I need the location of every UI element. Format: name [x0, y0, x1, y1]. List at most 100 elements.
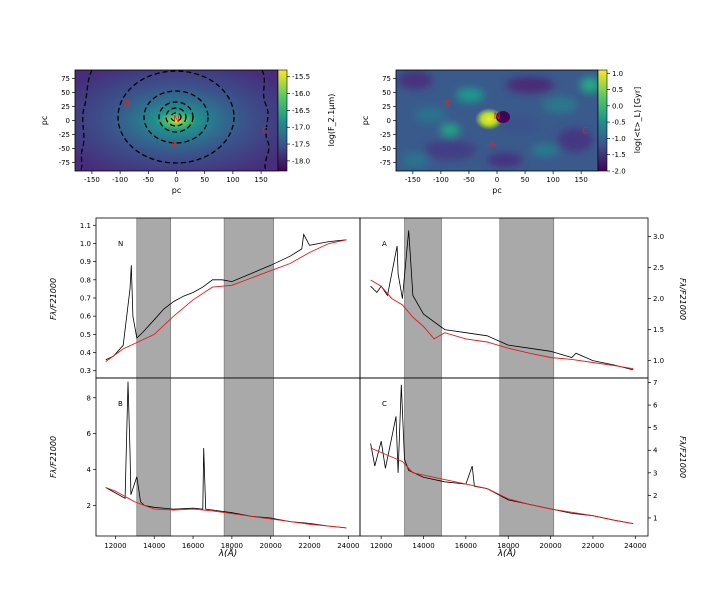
y-tick-label: 3.0 — [653, 233, 664, 241]
y-tick-label: 0.5 — [80, 331, 91, 339]
colorbar-tick-label: -1.5 — [612, 151, 626, 159]
telluric-band — [499, 217, 555, 379]
y-tick-label: 1.0 — [80, 240, 91, 248]
colorbar-tick-label: -2.0 — [612, 168, 626, 176]
spectra-ylabel-top-left: Fλ/F21000 — [49, 278, 58, 320]
spectra-xlabel-left: λ(Å) — [218, 547, 238, 559]
y-tick-label: -50 — [59, 145, 70, 153]
y-axis-label: pc — [40, 116, 49, 125]
y-tick-label: 4 — [653, 447, 658, 455]
region-marker-N: N — [173, 115, 180, 125]
x-tick-label: 18000 — [497, 542, 519, 550]
y-tick-label: 0 — [66, 117, 70, 125]
observed-spectrum — [105, 381, 347, 529]
x-tick-label: 16000 — [455, 542, 477, 550]
y-tick-label: 50 — [382, 89, 391, 97]
region-marker-A: A — [171, 140, 178, 150]
x-tick-label: 150 — [254, 176, 267, 184]
telluric-band — [223, 217, 274, 379]
model-spectrum — [370, 279, 634, 370]
spectrum-panel-N: N 0.3 0.4 0.5 0.6 0.7 0.8 0.9 1.0 1.1 — [80, 217, 361, 379]
region-marker-N: N — [494, 112, 501, 122]
panel-frame — [359, 377, 649, 537]
y-tick-label: 25 — [61, 103, 70, 111]
x-tick-label: 100 — [546, 176, 559, 184]
x-tick-label: 0 — [174, 176, 178, 184]
x-tick-label: 14000 — [412, 542, 434, 550]
model-spectrum — [370, 447, 634, 525]
x-tick-label: -100 — [112, 176, 128, 184]
x-tick-label: -50 — [463, 176, 474, 184]
x-tick-label: 16000 — [182, 542, 204, 550]
y-tick-label: 8 — [87, 394, 91, 402]
spectra-grid: N 0.3 0.4 0.5 0.6 0.7 0.8 0.9 1.0 1.1 A 1.0 1.5 2.0 2.… — [80, 217, 664, 550]
y-tick-label: -75 — [59, 159, 70, 167]
contour-level — [143, 90, 209, 144]
region-marker-C: C — [262, 127, 268, 137]
spectrum-panel-C: C 1 2 3 4 5 6 7 12000 14000 16000 18000 20000 22000 24… — [359, 377, 658, 550]
y-tick-label: 50 — [61, 89, 70, 97]
y-tick-label: 0.6 — [80, 313, 92, 321]
spectra-ylabel-top-right: Fλ/F21000 — [678, 278, 687, 320]
age-colorbar-label: log(<t>_L) [Gyr] — [633, 87, 642, 153]
x-tick-label: 24000 — [337, 542, 359, 550]
spectrum-panel-B: B 2 4 6 8 12000 14000 16000 18000 20000 22000 24000 — [87, 377, 361, 550]
contour-level — [117, 70, 235, 164]
x-tick-label: 100 — [226, 176, 239, 184]
age-map-texture — [397, 71, 598, 168]
observed-spectrum — [370, 230, 634, 371]
panel-label: A — [382, 240, 387, 248]
colorbar-tick-label: 0.0 — [612, 102, 623, 110]
x-tick-label: -150 — [405, 176, 421, 184]
y-tick-label: 0.8 — [80, 276, 91, 284]
panel-label: B — [118, 400, 123, 408]
y-tick-label: 75 — [61, 75, 70, 83]
spectrum-panel-A: A 1.0 1.5 2.0 2.5 3.0 — [359, 217, 664, 379]
contour-level — [261, 70, 270, 171]
telluric-band — [404, 377, 442, 537]
colorbar-tick-label: -16.0 — [292, 90, 310, 98]
age-colorbar — [597, 69, 608, 172]
flux-map-image — [75, 70, 278, 171]
panel-label: N — [118, 240, 123, 248]
colorbar-tick-label: 0.5 — [612, 86, 623, 94]
y-tick-label: -25 — [380, 131, 391, 139]
colorbar-tick-label: -1.0 — [612, 135, 626, 143]
x-tick-label: 20000 — [539, 542, 561, 550]
spectra-xlabel-right: λ(Å) — [497, 547, 517, 559]
age-map: -150 -100 -50 0 50 100 150 75 50 25 0 -25 -50 -75 pc pc… — [361, 69, 642, 195]
x-tick-label: 12000 — [104, 542, 126, 550]
y-tick-label: 2.5 — [653, 264, 664, 272]
colorbar-tick-label: -18.0 — [292, 157, 310, 165]
y-tick-label: 1.1 — [80, 222, 91, 230]
y-tick-label: 3 — [653, 469, 657, 477]
telluric-band — [499, 377, 555, 537]
y-tick-label: 0.7 — [80, 295, 91, 303]
y-tick-label: 1.5 — [653, 326, 664, 334]
x-tick-label: 14000 — [143, 542, 165, 550]
x-tick-label: 18000 — [221, 542, 243, 550]
flux-contours — [79, 70, 270, 171]
y-tick-label: 0.4 — [80, 349, 92, 357]
y-tick-label: 6 — [653, 402, 658, 410]
y-tick-label: -75 — [380, 159, 391, 167]
colorbar-tick-label: -15.5 — [292, 73, 310, 81]
x-tick-label: 22000 — [582, 542, 604, 550]
age-map-young-region — [475, 108, 503, 130]
x-tick-label: -100 — [433, 176, 449, 184]
colorbar-tick-label: 1.0 — [612, 70, 623, 78]
spectra-ylabel-bottom-right: Fλ/F21000 — [678, 436, 687, 478]
x-tick-label: 50 — [521, 176, 530, 184]
colorbar-tick-label: -17.0 — [292, 124, 310, 132]
colorbar-tick-label: -0.5 — [612, 119, 626, 127]
x-tick-label: -50 — [143, 176, 154, 184]
y-tick-label: -25 — [59, 131, 70, 139]
contour-level — [158, 101, 194, 133]
y-tick-label: 2 — [87, 502, 91, 510]
contour-level — [165, 107, 187, 127]
y-tick-label: 2.0 — [653, 295, 664, 303]
y-tick-label: 75 — [382, 75, 391, 83]
y-tick-label: -50 — [380, 145, 391, 153]
age-map-old-nucleus — [496, 111, 510, 123]
colorbar-tick-label: -16.5 — [292, 107, 310, 115]
